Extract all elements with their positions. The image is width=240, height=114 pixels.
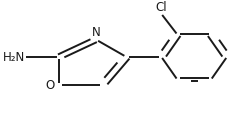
Text: N: N [92,25,100,38]
Text: Cl: Cl [156,1,167,14]
Text: O: O [45,78,55,91]
Text: H₂N: H₂N [3,51,25,64]
